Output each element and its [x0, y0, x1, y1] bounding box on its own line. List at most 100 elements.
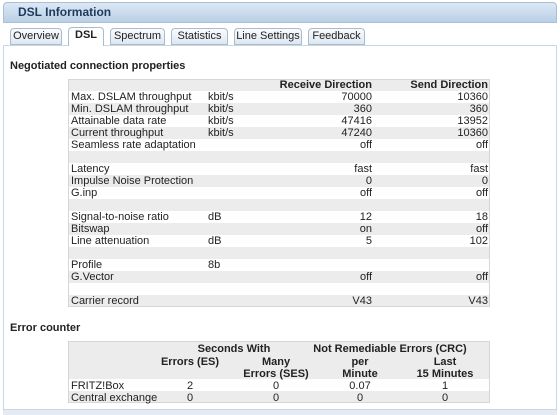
- row-unit: kbit/s: [208, 115, 234, 127]
- send-value: 18: [475, 211, 488, 223]
- receive-value: 47416: [341, 115, 372, 127]
- error-value: 0.07: [349, 380, 371, 392]
- row-label: Impulse Noise Protection: [71, 175, 194, 187]
- table-row: [68, 211, 490, 223]
- send-value: 13952: [457, 115, 488, 127]
- receive-value: fast: [354, 163, 372, 175]
- tab[interactable]: Feedback: [308, 28, 365, 45]
- row-label: Current throughput: [71, 127, 164, 139]
- table-row: [68, 115, 490, 127]
- receive-value: off: [359, 271, 372, 283]
- row-unit: kbit/s: [208, 127, 234, 139]
- table-row: [68, 379, 490, 391]
- receive-value: 47240: [341, 127, 372, 139]
- table-row: [68, 247, 490, 259]
- table-row: [68, 259, 490, 271]
- table-border: [68, 341, 490, 403]
- row-label: Signal-to-noise ratio: [71, 211, 169, 223]
- tab[interactable]: Spectrum: [110, 28, 165, 45]
- table-row: [68, 187, 490, 199]
- error-value: 0: [186, 392, 194, 404]
- send-value: fast: [470, 163, 488, 175]
- table-row: [68, 199, 490, 211]
- tab[interactable]: Overview: [10, 28, 62, 45]
- table-border: [68, 79, 490, 307]
- receive-value: 360: [353, 103, 372, 115]
- send-value: off: [475, 223, 488, 235]
- table-row: [68, 235, 490, 247]
- tab[interactable]: Statistics: [171, 28, 228, 45]
- row-label: Latency: [71, 163, 110, 175]
- receive-value: off: [359, 187, 372, 199]
- row-label: G.inp: [71, 187, 98, 199]
- receive-value: 0: [365, 175, 372, 187]
- send-value: 10360: [457, 91, 488, 103]
- row-label: Line attenuation: [71, 235, 150, 247]
- row-label: FRITZ!Box: [71, 380, 125, 392]
- error-value: 1: [441, 380, 449, 392]
- table-row: [68, 271, 490, 283]
- table-row: [68, 341, 490, 379]
- group-header: Not Remediable Errors (CRC): [313, 343, 467, 355]
- table-row: [68, 223, 490, 235]
- row-label: G.Vector: [71, 271, 114, 283]
- receive-value: V43: [352, 295, 372, 307]
- error-value: 0: [272, 380, 280, 392]
- table-row: [68, 139, 490, 151]
- row-unit: kbit/s: [208, 91, 234, 103]
- table-row: [68, 91, 490, 103]
- send-value: V43: [468, 295, 488, 307]
- table-row: [68, 163, 490, 175]
- column-header: per Minute: [342, 356, 378, 380]
- error-value: 0: [272, 392, 280, 404]
- column-header: Send Direction: [410, 79, 488, 91]
- row-label: Attainable data rate: [71, 115, 167, 127]
- header-bar: [3, 2, 557, 23]
- send-value: 10360: [457, 127, 488, 139]
- tab[interactable]: Line Settings: [234, 28, 302, 45]
- column-header: Last 15 Minutes: [416, 356, 474, 380]
- header-title: DSL Information: [18, 5, 112, 19]
- send-value: off: [475, 271, 488, 283]
- row-label: Min. DSLAM throughput: [71, 103, 189, 115]
- receive-value: off: [359, 139, 372, 151]
- section-title: Error counter: [10, 322, 81, 334]
- row-label: Seamless rate adaptation: [71, 139, 196, 151]
- row-unit: dB: [208, 211, 222, 223]
- send-value: off: [475, 139, 488, 151]
- column-header: Receive Direction: [279, 79, 372, 91]
- row-label: Max. DSLAM throughput: [71, 91, 192, 103]
- bottom-bar: [3, 409, 557, 415]
- row-unit: 8b: [208, 259, 221, 271]
- row-unit: dB: [208, 235, 222, 247]
- row-label: Bitswap: [71, 223, 110, 235]
- error-value: 0: [356, 392, 364, 404]
- error-value: 0: [441, 392, 449, 404]
- table-row: [68, 151, 490, 163]
- tab[interactable]: DSL: [68, 27, 104, 46]
- row-label: Carrier record: [71, 295, 139, 307]
- send-value: 0: [481, 175, 488, 187]
- send-value: off: [475, 187, 488, 199]
- section-title: Negotiated connection properties: [10, 60, 186, 72]
- column-header: Errors (ES): [160, 356, 220, 368]
- receive-value: 70000: [341, 91, 372, 103]
- table-row: [68, 391, 490, 403]
- table-row: [68, 175, 490, 187]
- group-header: Seconds With: [197, 343, 271, 355]
- row-label: Central exchange: [71, 392, 158, 404]
- receive-value: 12: [359, 211, 372, 223]
- table-row: [68, 127, 490, 139]
- column-header: Many Errors (SES): [243, 356, 309, 380]
- table-row: [68, 295, 490, 307]
- row-label: Profile: [71, 259, 103, 271]
- row-unit: kbit/s: [208, 103, 234, 115]
- error-value: 2: [186, 380, 194, 392]
- send-value: 360: [469, 103, 488, 115]
- receive-value: 5: [365, 235, 372, 247]
- receive-value: on: [359, 223, 372, 235]
- table-row: [68, 103, 490, 115]
- table-row: [68, 283, 490, 295]
